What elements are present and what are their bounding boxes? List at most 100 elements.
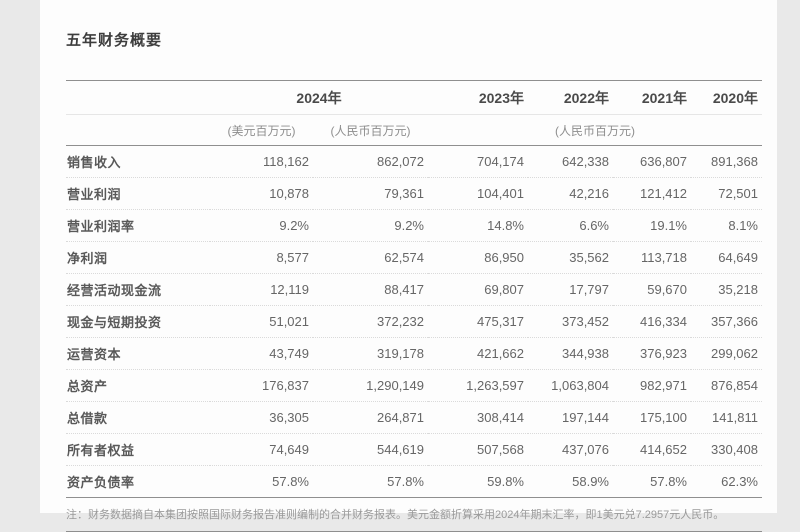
cell-value: 636,807	[640, 154, 687, 169]
cell-value: 69,807	[428, 273, 528, 306]
cell-value: 264,871	[313, 401, 428, 434]
table-body: 销售收入 118,162 862,072 704,174 642,338 636,807 8…	[66, 146, 762, 498]
cell-value: 1,263,597	[428, 369, 528, 402]
cell-value: 357,366	[691, 305, 762, 338]
cell-value: 376,923	[613, 337, 691, 370]
table-row: 经营活动现金流 12,119 88,417 69,807 17,797 59,670 35,…	[66, 273, 762, 306]
row-label: 总资产	[66, 369, 210, 402]
table-row: 营业利润 10,878 79,361 104,401 42,216 121,412 72,5…	[66, 177, 762, 210]
table-row: 现金与短期投资 51,021 372,232 475,317 373,452 416,33…	[66, 305, 762, 338]
row-label: 现金与短期投资	[66, 305, 210, 338]
row-label: 净利润	[66, 241, 210, 274]
cell-value: 982,971	[613, 369, 691, 402]
cell-value: 308,414	[428, 401, 528, 434]
cell-value: 876,854	[691, 369, 762, 402]
table-row: 销售收入 118,162 862,072 704,174 642,338 636,807 8…	[66, 146, 762, 178]
cell-value: 862,072	[377, 154, 424, 169]
year-header-2020: 2020年	[691, 80, 762, 115]
unit-header-usd: (美元百万元)	[210, 114, 313, 146]
table-row: 净利润 8,577 62,574 86,950 35,562 113,718 64,649	[66, 241, 762, 274]
cell-value: 197,144	[528, 401, 613, 434]
year-header-2021: 2021年	[613, 80, 691, 115]
cell-value: 36,305	[210, 401, 313, 434]
cell-value: 121,412	[613, 177, 691, 210]
table-header: 2024年 2023年 2022年 2021年 2020年 (美元百万元) (人…	[66, 80, 762, 146]
cell-value: 642,338	[562, 154, 609, 169]
cell-value: 891,368	[711, 154, 758, 169]
cell-value: 74,649	[210, 433, 313, 466]
cell-value: 414,652	[613, 433, 691, 466]
cell-value: 62,574	[313, 241, 428, 274]
cell-value: 35,562	[528, 241, 613, 274]
corner-cell	[66, 80, 210, 115]
cell-value: 17,797	[528, 273, 613, 306]
table-row: 总资产 176,837 1,290,149 1,263,597 1,063,804 982…	[66, 369, 762, 402]
unit-header-row: (美元百万元) (人民币百万元) (人民币百万元)	[66, 114, 762, 146]
cell-value: 544,619	[313, 433, 428, 466]
row-label: 总借款	[66, 401, 210, 434]
table-row: 运营资本 43,749 319,178 421,662 344,938 376,923 29…	[66, 337, 762, 370]
cell-value: 1,290,149	[313, 369, 428, 402]
cell-value: 372,232	[313, 305, 428, 338]
cell-value: 79,361	[313, 177, 428, 210]
cell-value: 9.2%	[210, 209, 313, 242]
cell-value: 507,568	[428, 433, 528, 466]
cell-value: 704,174	[477, 154, 524, 169]
cell-value: 330,408	[691, 433, 762, 466]
year-header-2022: 2022年	[528, 80, 613, 115]
cell-value: 6.6%	[528, 209, 613, 242]
cell-value: 72,501	[691, 177, 762, 210]
cell-value: 141,811	[691, 401, 762, 434]
cell-value: 8.1%	[691, 209, 762, 242]
cell-value: 104,401	[428, 177, 528, 210]
row-label: 资产负债率	[66, 465, 210, 498]
row-label: 营业利润率	[66, 209, 210, 242]
cell-value: 86,950	[428, 241, 528, 274]
row-label: 销售收入	[67, 155, 122, 170]
table-row: 所有者权益 74,649 544,619 507,568 437,076 414,652 3…	[66, 433, 762, 466]
year-header-row: 2024年 2023年 2022年 2021年 2020年	[66, 80, 762, 115]
cell-value: 9.2%	[313, 209, 428, 242]
cell-value: 14.8%	[428, 209, 528, 242]
cell-value: 421,662	[428, 337, 528, 370]
cell-value: 299,062	[691, 337, 762, 370]
cell-value: 35,218	[691, 273, 762, 306]
cell-value: 88,417	[313, 273, 428, 306]
cell-value: 475,317	[428, 305, 528, 338]
table-row: 总借款 36,305 264,871 308,414 197,144 175,100 141…	[66, 401, 762, 434]
cell-value: 57.8%	[210, 465, 313, 498]
cell-value: 43,749	[210, 337, 313, 370]
cell-value: 373,452	[528, 305, 613, 338]
cell-value: 19.1%	[613, 209, 691, 242]
cell-value: 51,021	[210, 305, 313, 338]
unit-header-rmb-prior-years: (人民币百万元)	[428, 114, 762, 146]
cell-value: 59.8%	[428, 465, 528, 498]
cell-value: 57.8%	[613, 465, 691, 498]
page-title: 五年财务概要	[66, 32, 163, 49]
cell-value: 176,837	[210, 369, 313, 402]
cell-value: 57.8%	[313, 465, 428, 498]
cell-value: 58.9%	[528, 465, 613, 498]
cell-value: 42,216	[528, 177, 613, 210]
table-row: 营业利润率 9.2% 9.2% 14.8% 6.6% 19.1% 8.1%	[66, 209, 762, 242]
five-year-financial-table: 2024年 2023年 2022年 2021年 2020年 (美元百万元) (人…	[66, 80, 762, 498]
footnote: 注：财务数据摘自本集团按照国际财务报告准则编制的合并财务报表。美元金额折算采用2…	[66, 498, 762, 532]
cell-value: 62.3%	[691, 465, 762, 498]
report-content: 五年财务概要 2024年 2023年 2022年 2021年 2020年 (美元…	[66, 0, 762, 532]
cell-value: 344,938	[528, 337, 613, 370]
cell-value: 59,670	[613, 273, 691, 306]
unit-header-rmb-2024: (人民币百万元)	[313, 114, 428, 146]
cell-value: 64,649	[691, 241, 762, 274]
report-card: 五年财务概要 2024年 2023年 2022年 2021年 2020年 (美元…	[40, 0, 777, 532]
row-label: 运营资本	[66, 337, 210, 370]
cell-value: 113,718	[613, 241, 691, 274]
row-label: 营业利润	[66, 177, 210, 210]
year-header-2023: 2023年	[428, 80, 528, 115]
row-label: 所有者权益	[66, 433, 210, 466]
cell-value: 118,162	[262, 154, 309, 169]
corner-cell	[66, 114, 210, 146]
row-label: 经营活动现金流	[66, 273, 210, 306]
cell-value: 437,076	[528, 433, 613, 466]
year-header-2024: 2024年	[210, 80, 428, 115]
cell-value: 1,063,804	[528, 369, 613, 402]
